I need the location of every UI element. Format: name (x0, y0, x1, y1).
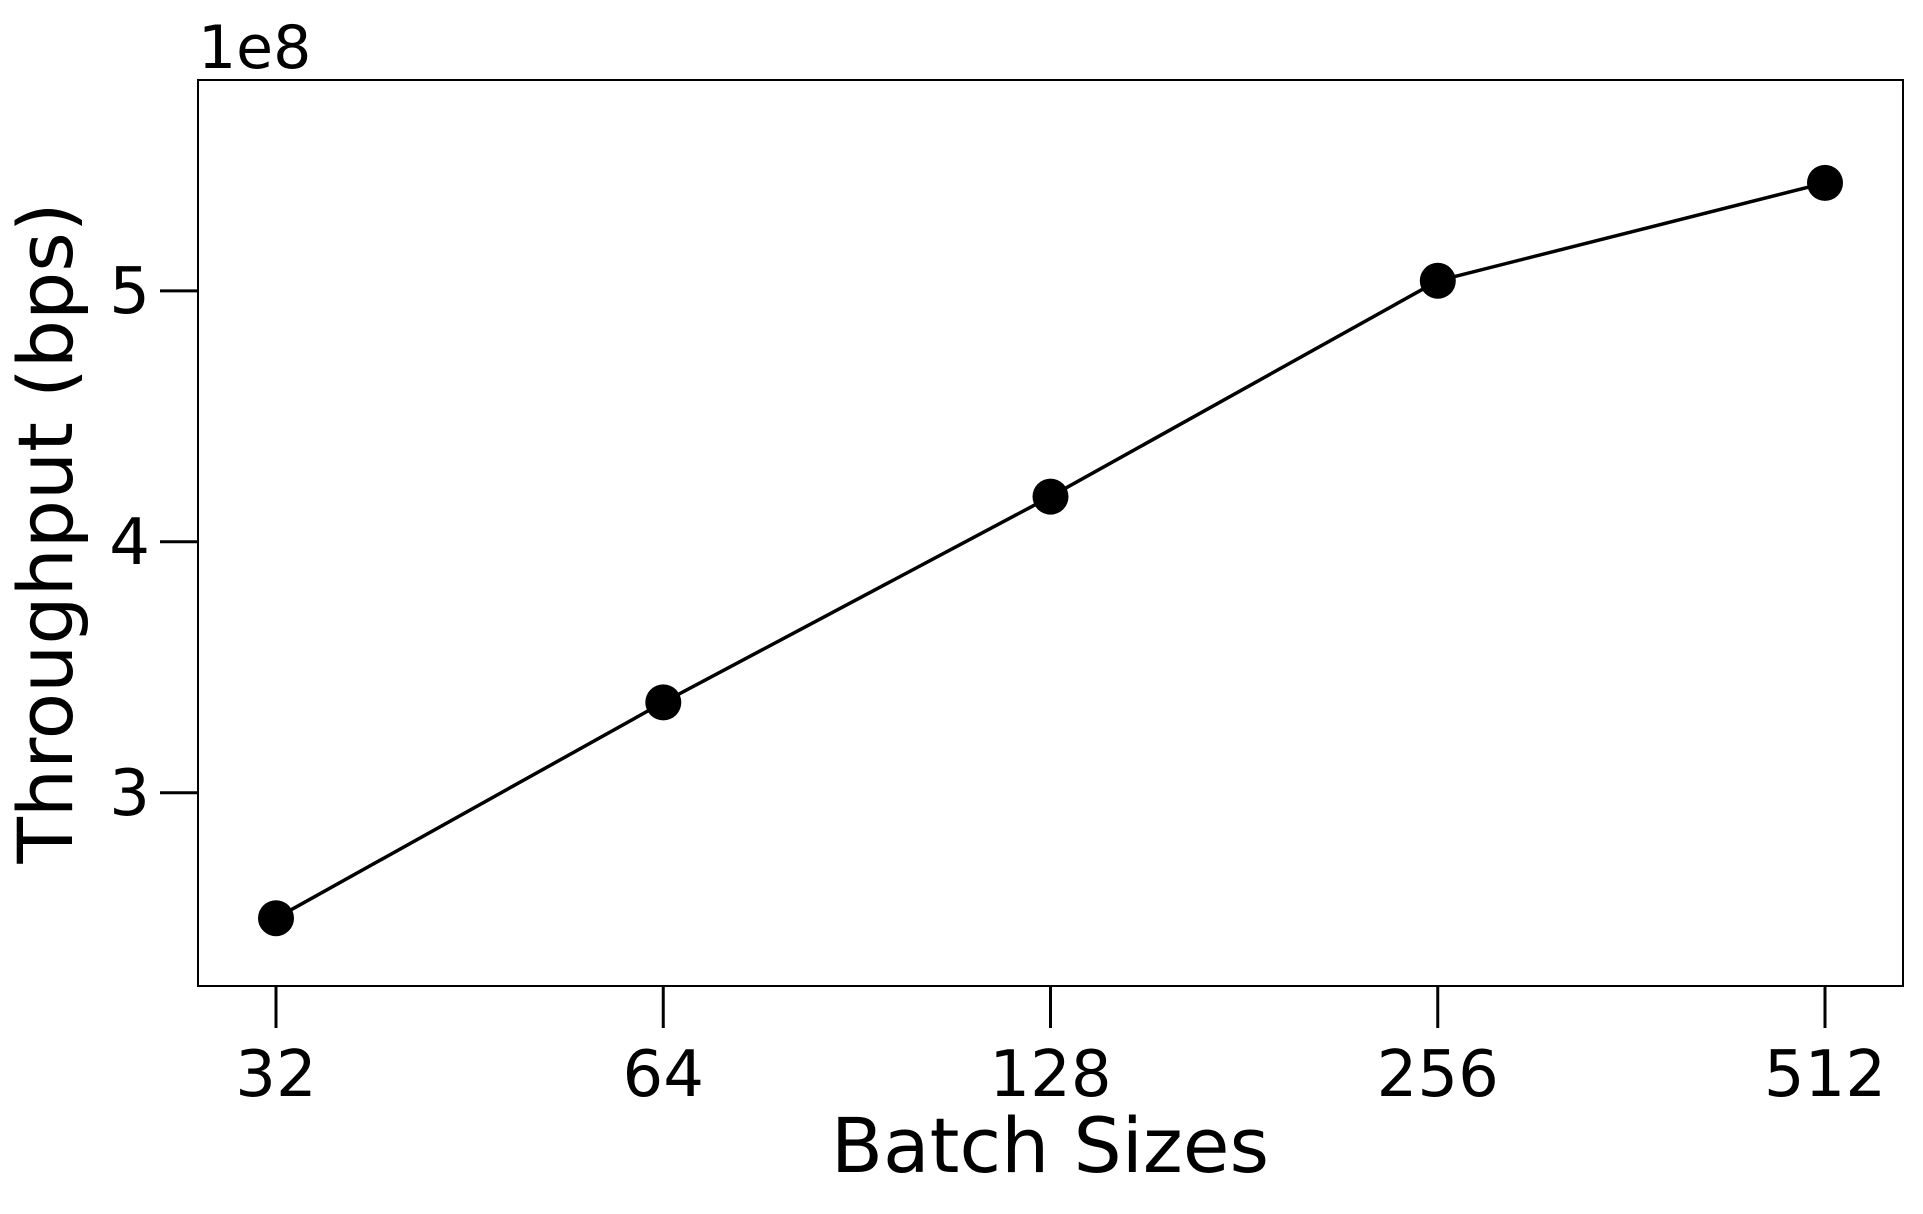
data-point (1807, 164, 1843, 201)
data-point (645, 684, 682, 721)
y-axis-ticks: 3 4 5 (109, 255, 198, 831)
y-tick-label: 4 (109, 506, 150, 580)
x-tick-label: 256 (1377, 1038, 1499, 1112)
y-tick-label: 5 (109, 255, 150, 329)
y-tick-label: 3 (109, 757, 150, 831)
x-tick-label: 512 (1764, 1038, 1886, 1112)
data-point (1032, 478, 1069, 515)
y-offset-label: 1e8 (198, 13, 311, 83)
data-point (1419, 262, 1456, 299)
x-tick-label: 64 (623, 1038, 704, 1112)
series-group (258, 164, 1843, 937)
x-tick-label: 128 (989, 1038, 1111, 1112)
data-point (258, 900, 294, 937)
y-axis-label: Throughput (bps) (1, 203, 90, 865)
plot-area (197, 79, 1904, 987)
x-axis-label: Batch Sizes (831, 1101, 1269, 1190)
x-axis-ticks: 32 64 128 256 512 (235, 986, 1886, 1112)
x-tick-label: 32 (235, 1038, 316, 1112)
